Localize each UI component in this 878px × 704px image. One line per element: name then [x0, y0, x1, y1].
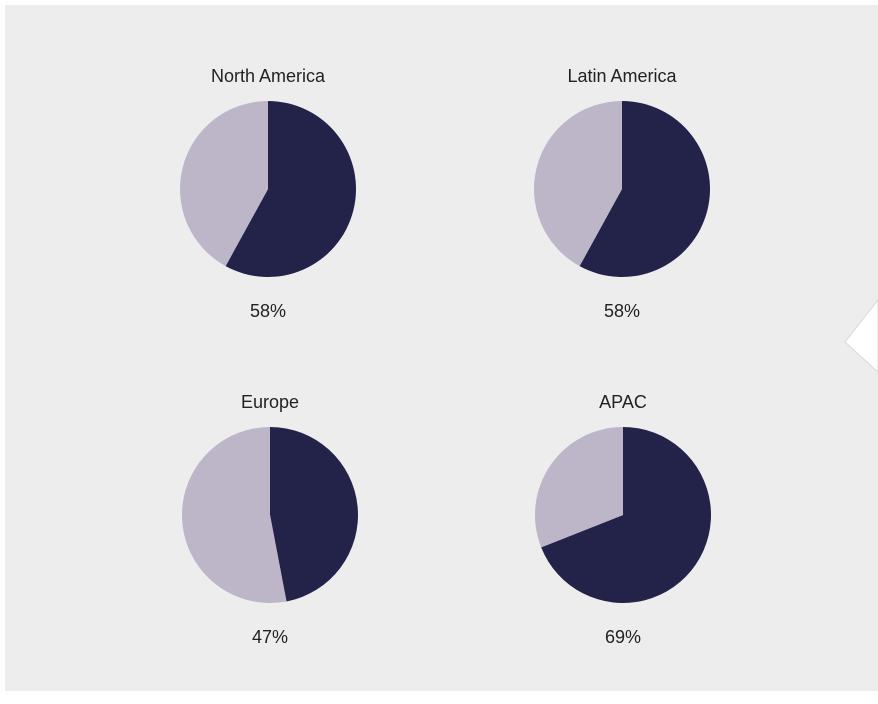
pie-slice	[270, 427, 359, 602]
value-label: 69%	[605, 627, 641, 647]
pie-slice	[182, 427, 287, 603]
pie-slice	[533, 101, 622, 267]
callout-notch	[844, 299, 878, 373]
pie-slice	[535, 427, 623, 548]
pie-title: Latin America	[567, 66, 677, 86]
pie-title: APAC	[599, 392, 647, 412]
value-label: 47%	[252, 627, 288, 647]
pie-title: Europe	[241, 392, 299, 412]
panel	[5, 5, 878, 691]
pie-slice	[579, 101, 710, 277]
pie-slice	[225, 101, 357, 277]
value-label: 58%	[250, 301, 286, 321]
pie-title: North America	[211, 66, 326, 86]
pie-slice	[180, 101, 268, 267]
pie-slice	[541, 427, 712, 603]
value-label: 58%	[604, 301, 640, 321]
